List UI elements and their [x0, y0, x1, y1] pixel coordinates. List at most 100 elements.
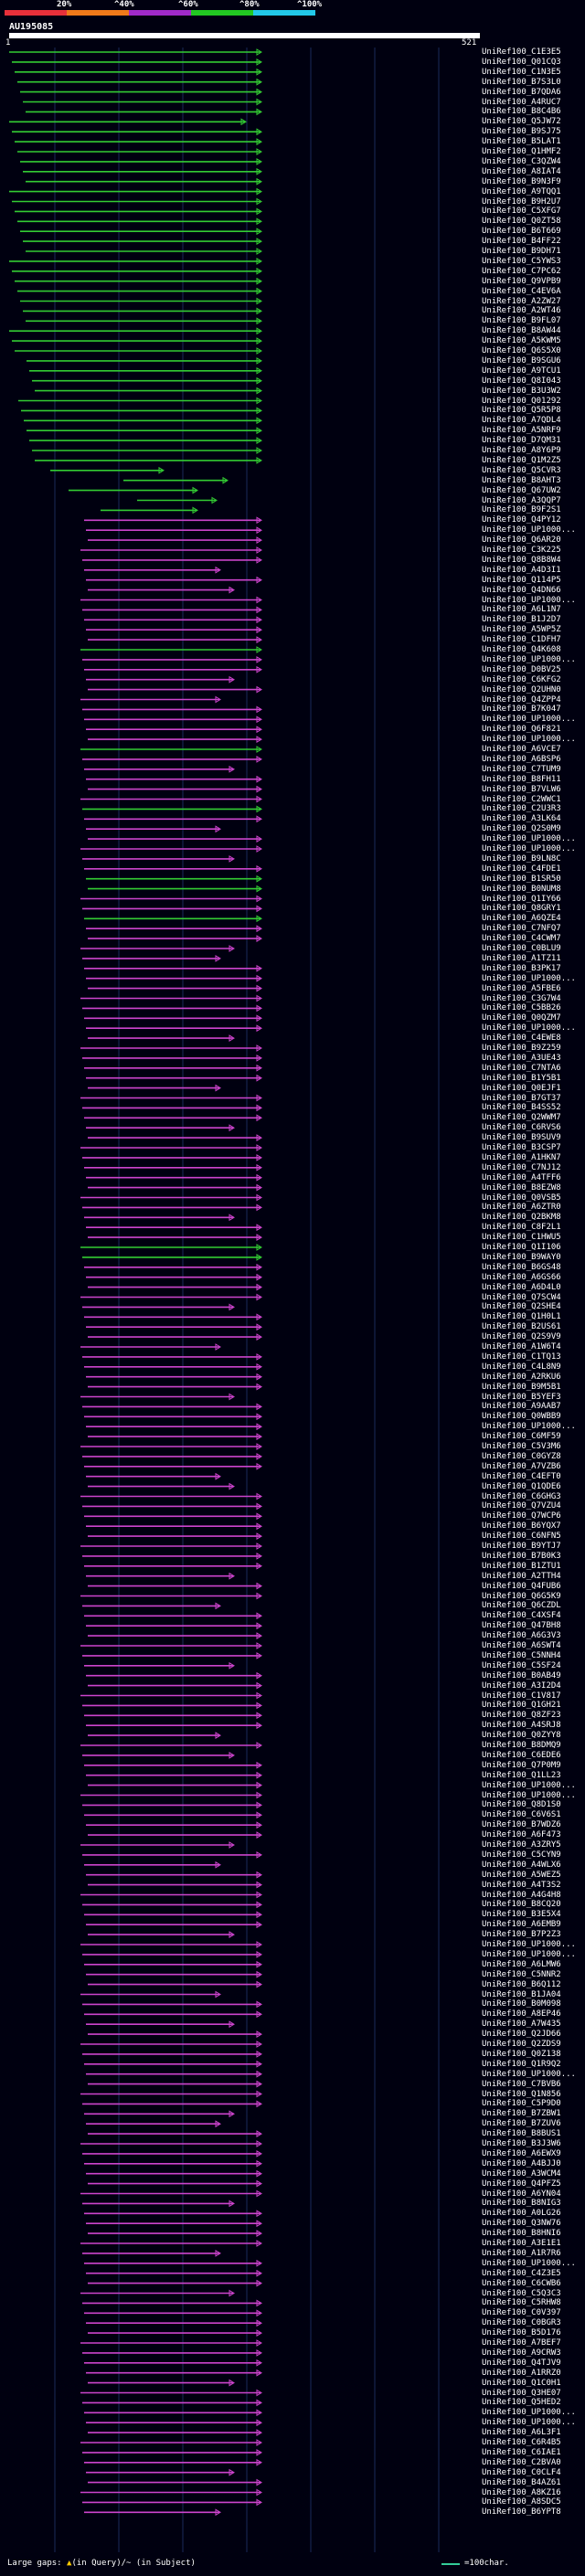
hit-label[interactable]: UniRef100_C6KFG2 — [482, 674, 561, 684]
hit-label[interactable]: UniRef100_Q47BH8 — [482, 1621, 561, 1631]
hit-label[interactable]: UniRef100_Q4PY12 — [482, 515, 561, 525]
hit-label[interactable]: UniRef100_C4EWE8 — [482, 1034, 561, 1044]
hit-label[interactable]: UniRef100_Q6F821 — [482, 725, 561, 735]
hit-label[interactable]: UniRef100_A2WT46 — [482, 306, 561, 316]
hit-label[interactable]: UniRef100_C1N3E5 — [482, 67, 561, 77]
hit-label[interactable]: UniRef100_Q67UW2 — [482, 485, 561, 495]
hit-label[interactable]: UniRef100_C4Z3E5 — [482, 2268, 561, 2278]
hit-label[interactable]: UniRef100_B8AW44 — [482, 326, 561, 336]
hit-label[interactable]: UniRef100_Q01292 — [482, 396, 561, 406]
hit-label[interactable]: UniRef100_C3G7W4 — [482, 993, 561, 1003]
hit-label[interactable]: UniRef100_B9N3F9 — [482, 176, 561, 186]
hit-label[interactable]: UniRef100_Q0VSB5 — [482, 1193, 561, 1203]
hit-label[interactable]: UniRef100_B5D176 — [482, 2328, 561, 2338]
hit-label[interactable]: UniRef100_A6F473 — [482, 1830, 561, 1840]
hit-label[interactable]: UniRef100_B8CQ20 — [482, 1900, 561, 1910]
hit-label[interactable]: UniRef100_Q7WCP6 — [482, 1511, 561, 1521]
hit-label[interactable]: UniRef100_Q5R5P8 — [482, 406, 561, 416]
hit-label[interactable]: UniRef100_UP1000... — [482, 1940, 576, 1949]
hit-label[interactable]: UniRef100_C0V397 — [482, 2308, 561, 2318]
hit-label[interactable]: UniRef100_C2BVA0 — [482, 2457, 561, 2467]
hit-label[interactable]: UniRef100_B9YTJ7 — [482, 1542, 561, 1551]
hit-label[interactable]: UniRef100_B4AZ61 — [482, 2477, 561, 2487]
hit-label[interactable]: UniRef100_A8EP46 — [482, 2009, 561, 2019]
hit-label[interactable]: UniRef100_Q6AR20 — [482, 535, 561, 546]
hit-label[interactable]: UniRef100_A5FBE6 — [482, 983, 561, 993]
hit-label[interactable]: UniRef100_Q5HED2 — [482, 2398, 561, 2408]
hit-label[interactable]: UniRef100_Q1I106 — [482, 1243, 561, 1252]
hit-label[interactable]: UniRef100_UP1000... — [482, 2418, 576, 2428]
hit-label[interactable]: UniRef100_A2ZW27 — [482, 296, 561, 306]
hit-label[interactable]: UniRef100_Q2JD66 — [482, 2030, 561, 2040]
hit-label[interactable]: UniRef100_B6Q112 — [482, 1979, 561, 1989]
hit-label[interactable]: UniRef100_B7ZUV6 — [482, 2119, 561, 2129]
hit-label[interactable]: UniRef100_B9H2U7 — [482, 196, 561, 207]
hit-label[interactable]: UniRef100_B7P2Z3 — [482, 1930, 561, 1940]
hit-label[interactable]: UniRef100_B2US61 — [482, 1322, 561, 1332]
hit-label[interactable]: UniRef100_B3CSP7 — [482, 1143, 561, 1152]
hit-label[interactable]: UniRef100_A9TQQ1 — [482, 186, 561, 196]
hit-label[interactable]: UniRef100_Q2S9V9 — [482, 1332, 561, 1342]
hit-label[interactable]: UniRef100_C6V6S1 — [482, 1810, 561, 1820]
hit-label[interactable]: UniRef100_Q8B8W4 — [482, 555, 561, 565]
hit-label[interactable]: UniRef100_A8IAT4 — [482, 166, 561, 176]
hit-label[interactable]: UniRef100_C2U3R3 — [482, 804, 561, 814]
hit-label[interactable]: UniRef100_A6GS66 — [482, 1272, 561, 1282]
hit-label[interactable]: UniRef100_Q114P5 — [482, 575, 561, 585]
hit-label[interactable]: UniRef100_B8AHT3 — [482, 475, 561, 485]
hit-label[interactable]: UniRef100_B4FF22 — [482, 237, 561, 247]
hit-label[interactable]: UniRef100_Q3HE07 — [482, 2388, 561, 2398]
hit-label[interactable]: UniRef100_A4SRJ8 — [482, 1721, 561, 1731]
hit-label[interactable]: UniRef100_C0GYZ8 — [482, 1451, 561, 1461]
hit-label[interactable]: UniRef100_B9F2S1 — [482, 505, 561, 515]
hit-label[interactable]: UniRef100_B3J3W6 — [482, 2139, 561, 2148]
hit-label[interactable]: UniRef100_C5P9D0 — [482, 2099, 561, 2109]
hit-label[interactable]: UniRef100_A3ZRY5 — [482, 1840, 561, 1850]
hit-label[interactable]: UniRef100_B9LN8C — [482, 853, 561, 864]
hit-label[interactable]: UniRef100_UP1000... — [482, 735, 576, 745]
hit-label[interactable]: UniRef100_B6GS48 — [482, 1262, 561, 1272]
hit-label[interactable]: UniRef100_Q5CVR3 — [482, 465, 561, 475]
hit-label[interactable]: UniRef100_Q6S5X0 — [482, 346, 561, 355]
hit-label[interactable]: UniRef100_B7QDA6 — [482, 87, 561, 97]
hit-label[interactable]: UniRef100_A8Y6P9 — [482, 446, 561, 455]
hit-label[interactable]: UniRef100_Q8I043 — [482, 376, 561, 386]
hit-label[interactable]: UniRef100_C7NTA6 — [482, 1063, 561, 1073]
hit-label[interactable]: UniRef100_Q1LL23 — [482, 1770, 561, 1780]
hit-label[interactable]: UniRef100_C1DFH7 — [482, 635, 561, 645]
hit-label[interactable]: UniRef100_B1Y5B1 — [482, 1073, 561, 1083]
hit-label[interactable]: UniRef100_B9SGU6 — [482, 355, 561, 366]
hit-label[interactable]: UniRef100_B9DH71 — [482, 247, 561, 256]
hit-label[interactable]: UniRef100_Q2UHN0 — [482, 684, 561, 694]
hit-label[interactable]: UniRef100_B6T669 — [482, 227, 561, 237]
hit-label[interactable]: UniRef100_B1J2D7 — [482, 615, 561, 625]
hit-label[interactable]: UniRef100_B3PK17 — [482, 963, 561, 973]
hit-label[interactable]: UniRef100_A4WLX6 — [482, 1860, 561, 1870]
hit-label[interactable]: UniRef100_B9Z259 — [482, 1044, 561, 1053]
hit-label[interactable]: UniRef100_C5XFG7 — [482, 207, 561, 217]
hit-label[interactable]: UniRef100_C5V3M6 — [482, 1442, 561, 1451]
hit-label[interactable]: UniRef100_A6L3F1 — [482, 2428, 561, 2438]
hit-label[interactable]: UniRef100_Q4ZPP4 — [482, 694, 561, 705]
hit-label[interactable]: UniRef100_B8EZW8 — [482, 1182, 561, 1193]
hit-label[interactable]: UniRef100_A4T3S2 — [482, 1880, 561, 1890]
hit-label[interactable]: UniRef100_A9AAB7 — [482, 1402, 561, 1412]
hit-label[interactable]: UniRef100_Q7VZU4 — [482, 1501, 561, 1511]
hit-label[interactable]: UniRef100_Q7P0M9 — [482, 1760, 561, 1770]
hit-label[interactable]: UniRef100_Q3NW76 — [482, 2219, 561, 2229]
hit-label[interactable]: UniRef100_B6YQX7 — [482, 1521, 561, 1532]
hit-label[interactable]: UniRef100_B8C4B6 — [482, 107, 561, 117]
hit-label[interactable]: UniRef100_A7W435 — [482, 2019, 561, 2030]
hit-label[interactable]: UniRef100_UP1000... — [482, 2258, 576, 2268]
hit-label[interactable]: UniRef100_UP1000... — [482, 2069, 576, 2079]
hit-label[interactable]: UniRef100_B9FL07 — [482, 316, 561, 326]
hit-label[interactable]: UniRef100_UP1000... — [482, 595, 576, 605]
hit-label[interactable]: UniRef100_Q01CQ3 — [482, 57, 561, 67]
hit-label[interactable]: UniRef100_A1R7R6 — [482, 2248, 561, 2258]
hit-label[interactable]: UniRef100_A7VZB6 — [482, 1461, 561, 1471]
hit-label[interactable]: UniRef100_UP1000... — [482, 1780, 576, 1790]
hit-label[interactable]: UniRef100_Q4PFZ5 — [482, 2178, 561, 2189]
hit-label[interactable]: UniRef100_A9CRW3 — [482, 2348, 561, 2358]
hit-label[interactable]: UniRef100_Q4DN66 — [482, 585, 561, 595]
hit-label[interactable]: UniRef100_C1V817 — [482, 1691, 561, 1701]
